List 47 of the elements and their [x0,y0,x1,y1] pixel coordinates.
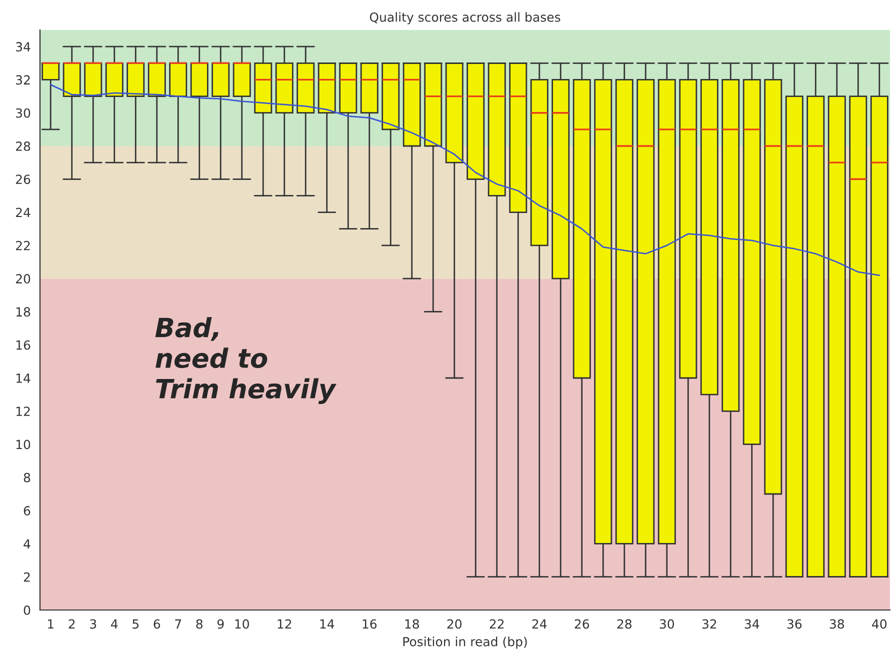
x-tick-label: 10 [235,619,249,629]
x-tick-label: 2 [68,619,75,629]
x-tick-label: 16 [362,619,377,629]
x-tick-label: 7 [175,619,182,629]
x-tick-label: 36 [787,619,802,629]
x-tick-label: 4 [111,619,118,629]
x-tick-label: 30 [660,619,674,629]
y-tick-label: 6 [24,506,30,516]
x-tick-label: 5 [132,619,139,629]
x-tick-label: 24 [532,619,547,629]
y-tick-label: 22 [16,240,30,250]
y-tick-label: 18 [16,307,30,317]
x-tick-label: 1 [48,619,54,629]
chart-title: Quality scores across all bases [370,12,560,24]
annotation: Bad, need to Trim heavily [155,317,337,404]
x-tick-label: 8 [196,619,202,629]
y-tick-label: 24 [16,208,30,218]
x-tick-label: 32 [702,619,716,629]
y-tick-label: 0 [24,605,30,615]
line-series [50,84,880,276]
y-tick-label: 20 [16,274,30,284]
x-tick-label: 22 [490,619,504,629]
x-tick-label: 18 [405,619,419,629]
y-tick-label: 14 [16,374,30,383]
x-tick-label: 28 [617,619,632,629]
y-tick-label: 28 [16,141,30,151]
x-tick-label: 12 [278,619,292,629]
x-tick-label: 3 [90,619,96,629]
x-tick-label: 14 [320,619,334,629]
x-tick-label: 34 [744,619,760,629]
y-tick-label: 4 [24,539,30,548]
x-axis-title: Position in read (bp) [403,636,527,649]
y-tick-label: 2 [24,572,30,582]
y-tick-label: 32 [16,75,30,85]
y-tick-label: 12 [16,406,30,416]
y-tick-label: 30 [16,108,30,118]
y-tick-label: 10 [16,440,30,450]
x-tick-label: 6 [154,619,160,629]
x-tick-label: 38 [830,619,844,629]
y-tick-label: 26 [16,174,30,184]
y-tick-label: 8 [24,472,30,482]
y-tick-label: 16 [16,340,30,350]
x-tick-label: 40 [872,619,886,629]
y-tick-label: 34 [16,42,30,52]
x-tick-label: 20 [447,619,462,629]
x-tick-label: 9 [217,619,224,629]
x-tick-label: 26 [574,619,590,629]
